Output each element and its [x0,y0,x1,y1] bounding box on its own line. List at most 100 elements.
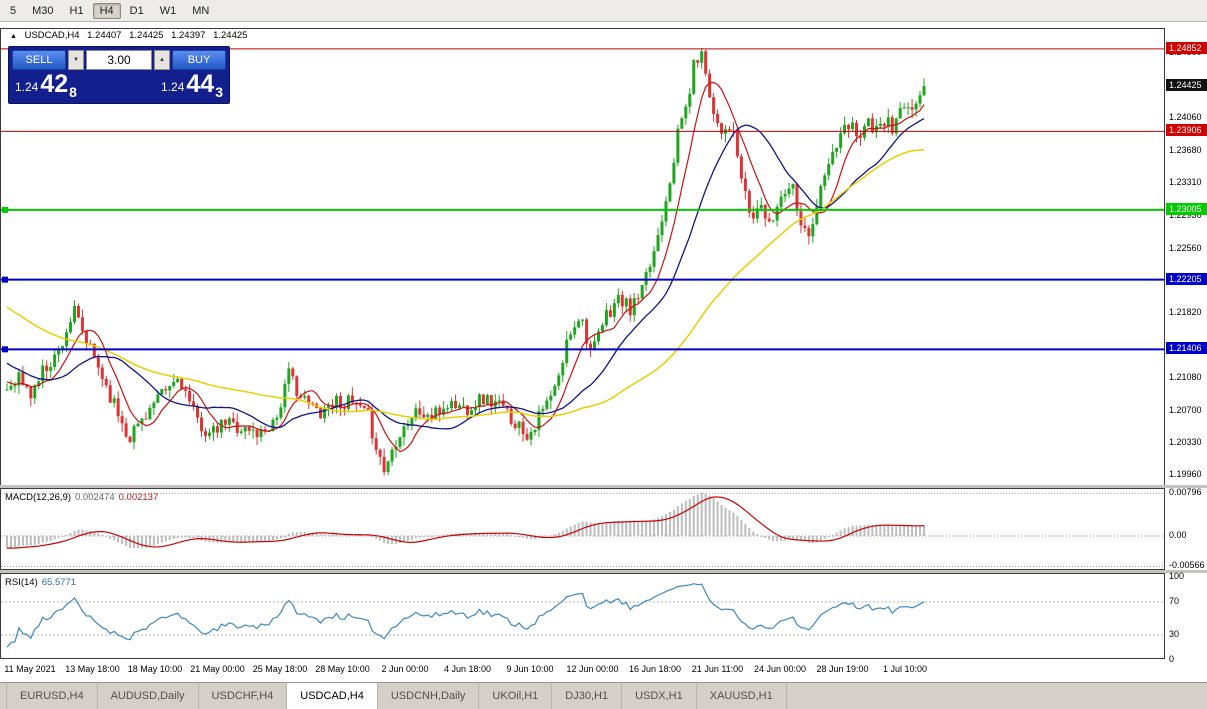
chart-tab-eurusd-h4[interactable]: EURUSD,H4 [6,683,98,709]
macd-axis-label: -0.00566 [1169,560,1205,570]
rsi-pane[interactable] [0,573,1165,659]
chart-tab-usdcnh-daily[interactable]: USDCNH,Daily [378,683,480,709]
macd-label: MACD(12,26,9) 0.002474 0.002137 [5,492,158,503]
chart-ohlc-header: ▲ USDCAD,H4 1.24407 1.24425 1.24397 1.24… [10,30,252,41]
macd-svg[interactable] [1,489,1164,569]
time-axis-label: 28 May 10:00 [315,664,370,674]
time-axis-label: 16 Jun 18:00 [629,664,681,674]
price-axis-label: 1.21080 [1169,372,1202,382]
ask-big-digits: 44 [186,71,214,98]
time-axis-label: 28 Jun 19:00 [816,664,868,674]
volume-input[interactable] [86,50,152,70]
time-axis-label: 12 Jun 00:00 [566,664,618,674]
macd-main-value: 0.002474 [75,492,115,503]
time-axis-label: 4 Jun 18:00 [444,664,491,674]
macd-signal-value: 0.002137 [119,492,159,503]
timeframe-toolbar: 5M30H1H4D1W1MN [0,0,1207,22]
buy-button[interactable]: BUY [172,50,226,70]
time-axis: 11 May 2021 13 May 18:00 18 May 10:00 21 Ma… [0,661,1165,679]
chart-tabs-bar: EURUSD,H4AUDUSD,DailyUSDCHF,H4USDCAD,H4U… [0,682,1207,709]
ohlc-close: 1.24425 [213,30,247,41]
price-badge: 1.21406 [1166,342,1207,354]
timeframe-button-w1[interactable]: W1 [153,3,184,19]
time-axis-label: 1 Jul 10:00 [883,664,927,674]
chart-tab-usdchf-h4[interactable]: USDCHF,H4 [199,683,288,709]
bid-big-digits: 42 [40,71,68,98]
time-axis-label: 21 May 00:00 [190,664,245,674]
time-axis-label: 21 Jun 11:00 [692,664,743,674]
bid-price: 1.24 42 8 [15,71,77,98]
price-axis-label: 1.22560 [1169,243,1202,253]
price-axis-label: 1.20700 [1169,405,1202,415]
rsi-svg[interactable] [1,574,1164,658]
chart-tab-ukoil-h1[interactable]: UKOil,H1 [479,683,552,709]
price-axis-label: 1.23310 [1169,177,1202,187]
sell-button[interactable]: SELL [12,50,66,70]
mt4-window: 5M30H1H4D1W1MN 1.248001.240601.236801.23… [0,0,1207,709]
time-axis-label: 11 May 2021 [4,664,55,674]
ma-21-line [7,119,924,429]
line-anchor-marker [2,277,8,283]
volume-up-button[interactable]: ▲ [154,50,170,70]
price-axis-label: 1.19960 [1169,469,1202,479]
chart-tab-usdcad-h4[interactable]: USDCAD,H4 [287,683,378,709]
price-axis-label: 1.24060 [1169,112,1202,122]
price-badge: 1.23005 [1166,203,1207,215]
timeframe-button-d1[interactable]: D1 [123,3,151,19]
macd-pane[interactable] [0,488,1165,570]
bid-prefix: 1.24 [15,76,38,98]
time-axis-label: 18 May 10:00 [128,664,183,674]
macd-name: MACD(12,26,9) [5,492,71,503]
timeframe-button-h4[interactable]: H4 [93,3,121,19]
time-axis-label: 24 Jun 00:00 [754,664,806,674]
rsi-axis: 10070300 [1166,573,1207,659]
macd-axis: 0.00796 0.00 -0.00566 [1166,488,1207,570]
bid-pipette: 8 [69,84,77,100]
timeframe-button-h1[interactable]: H1 [63,3,91,19]
time-axis-label: 9 Jun 10:00 [506,664,553,674]
line-anchor-marker [2,207,8,213]
rsi-label: RSI(14) 65.5771 [5,577,76,588]
timeframe-button-mn[interactable]: MN [185,3,216,19]
rsi-name: RSI(14) [5,577,38,588]
price-badge: 1.23906 [1166,124,1207,136]
ma-8-line [7,82,924,451]
macd-axis-label: 0.00796 [1169,487,1202,497]
price-axis-label: 1.23680 [1169,145,1202,155]
rsi-axis-label: 0 [1169,654,1174,664]
price-axis-label: 1.21820 [1169,307,1202,317]
price-badge: 1.24852 [1166,42,1207,54]
rsi-axis-label: 30 [1169,629,1179,639]
price-badge: 1.24425 [1166,79,1207,91]
price-axis-label: 1.20330 [1169,437,1202,447]
chart-tab-usdx-h1[interactable]: USDX,H1 [622,683,697,709]
ask-prefix: 1.24 [161,76,184,98]
price-badge: 1.22205 [1166,273,1207,285]
rsi-axis-label: 70 [1169,596,1179,606]
chart-tab-xauusd-h1[interactable]: XAUUSD,H1 [697,683,787,709]
ohlc-low: 1.24397 [171,30,205,41]
one-click-trading-panel: SELL ▼ ▲ BUY 1.24 42 8 1.24 44 3 [8,46,230,104]
rsi-value: 65.5771 [42,577,76,588]
rsi-line [7,584,924,647]
ask-price: 1.24 44 3 [161,71,223,98]
ohlc-high: 1.24425 [129,30,163,41]
chart-tab-dj30-h1[interactable]: DJ30,H1 [552,683,622,709]
chart-area[interactable]: 1.248001.240601.236801.233101.229301.225… [0,22,1207,682]
macd-signal-line [7,497,924,548]
timeframe-button-m30[interactable]: M30 [25,3,60,19]
chart-symbol: USDCAD,H4 [25,30,80,41]
ask-pipette: 3 [215,84,223,100]
timeframe-button-5[interactable]: 5 [3,3,23,19]
price-axis[interactable]: 1.248001.240601.236801.233101.229301.225… [1166,28,1207,486]
time-axis-label: 2 Jun 00:00 [381,664,428,674]
rsi-axis-label: 100 [1169,571,1184,581]
collapse-arrow-icon[interactable]: ▲ [10,33,17,40]
volume-down-button[interactable]: ▼ [68,50,84,70]
ohlc-open: 1.24407 [87,30,121,41]
macd-axis-label: 0.00 [1169,530,1187,540]
line-anchor-marker [2,346,8,352]
time-axis-label: 13 May 18:00 [65,664,120,674]
time-axis-label: 25 May 18:00 [253,664,308,674]
chart-tab-audusd-daily[interactable]: AUDUSD,Daily [98,683,199,709]
